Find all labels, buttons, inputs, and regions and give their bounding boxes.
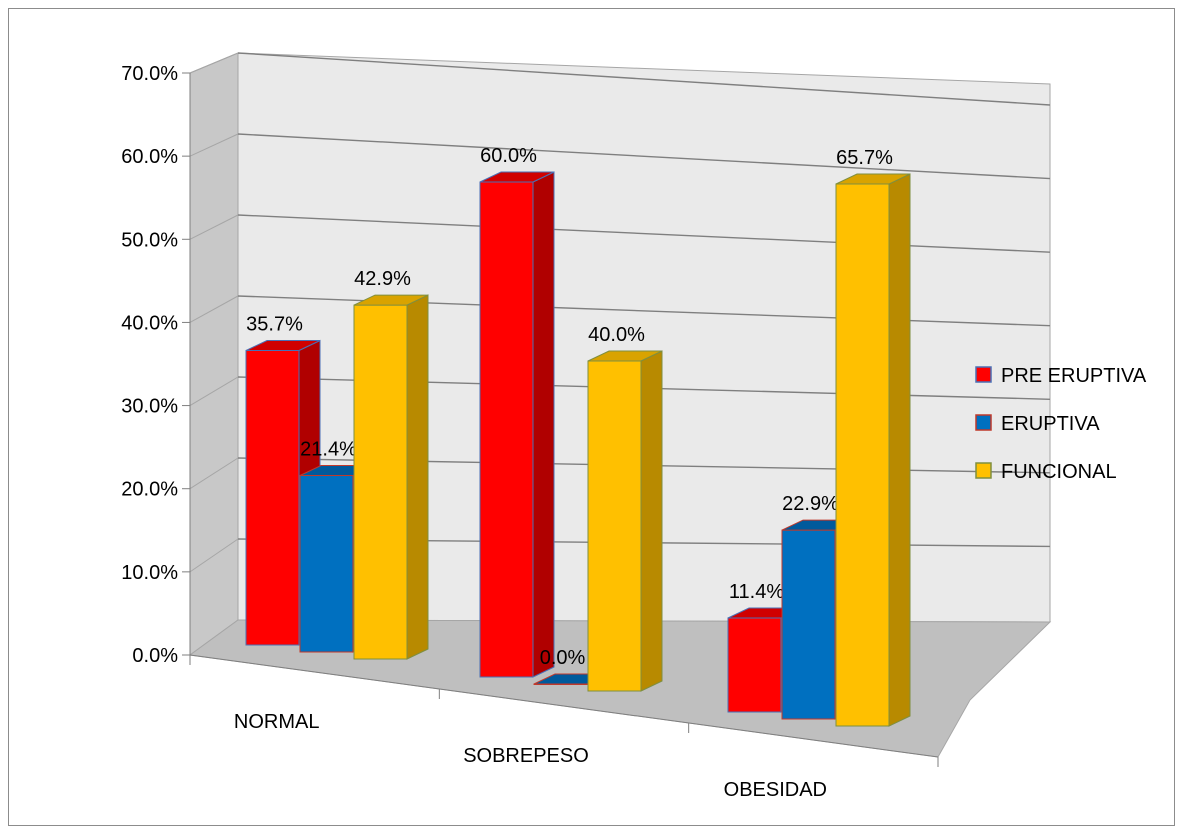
x-category-label: NORMAL bbox=[234, 711, 320, 733]
bar-front bbox=[587, 360, 642, 692]
data-label: 40.0% bbox=[588, 324, 645, 346]
bar-top bbox=[245, 340, 321, 351]
gridline-side bbox=[189, 133, 239, 157]
bar-funcional-sobrepeso bbox=[587, 350, 663, 692]
legend-swatch bbox=[975, 414, 992, 431]
data-label: 42.9% bbox=[354, 268, 411, 290]
data-label: 35.7% bbox=[246, 313, 303, 335]
y-tick-label: 10.0% bbox=[121, 562, 178, 584]
bar-front bbox=[299, 474, 354, 653]
bar-front bbox=[835, 183, 890, 727]
gridline-side bbox=[189, 214, 239, 240]
y-tick-label: 30.0% bbox=[121, 396, 178, 418]
bar-top bbox=[479, 171, 555, 183]
bar-side bbox=[640, 350, 663, 692]
y-tick-label: 0.0% bbox=[132, 645, 178, 667]
gridline-side bbox=[189, 295, 239, 323]
legend-label: PRE ERUPTIVA bbox=[1001, 365, 1147, 387]
data-label: 0.0% bbox=[540, 647, 586, 669]
bar-front bbox=[479, 181, 534, 678]
bar-front bbox=[245, 349, 300, 646]
legend: PRE ERUPTIVA ERUPTIVA FUNCIONAL bbox=[975, 365, 1147, 483]
data-label: 65.7% bbox=[836, 147, 893, 169]
gridline bbox=[237, 52, 1051, 106]
bar-top bbox=[587, 350, 663, 362]
gridline-side bbox=[189, 376, 239, 407]
y-tick-label: 20.0% bbox=[121, 479, 178, 501]
x-category-label: OBESIDAD bbox=[724, 779, 827, 801]
legend-label: ERUPTIVA bbox=[1001, 413, 1100, 435]
data-label: 60.0% bbox=[480, 145, 537, 167]
bar-funcional-normal bbox=[353, 294, 429, 660]
x-axis bbox=[189, 654, 939, 758]
data-label: 11.4% bbox=[729, 581, 784, 603]
gridline bbox=[237, 133, 1051, 180]
bar-top bbox=[353, 294, 429, 306]
data-label: 22.9% bbox=[782, 493, 839, 515]
bar-front bbox=[353, 304, 408, 660]
y-tick-label: 40.0% bbox=[121, 312, 178, 334]
bar-front bbox=[727, 617, 782, 713]
bar-side bbox=[532, 171, 555, 678]
bar-top bbox=[835, 173, 911, 185]
gridline-side bbox=[189, 538, 239, 573]
legend-swatch bbox=[975, 462, 992, 479]
y-tick-label: 50.0% bbox=[121, 229, 178, 251]
legend-label: FUNCIONAL bbox=[1001, 461, 1117, 483]
gridline-side bbox=[189, 52, 239, 74]
gridline-side bbox=[189, 457, 239, 490]
bar-side bbox=[888, 173, 911, 727]
bar-pre-eruptiva-sobrepeso bbox=[479, 171, 555, 678]
side-wall bbox=[189, 52, 239, 656]
bar-funcional-obesidad bbox=[835, 173, 911, 727]
y-tick-label: 60.0% bbox=[121, 146, 178, 168]
y-tick-label: 70.0% bbox=[121, 63, 178, 85]
data-label: 21.4% bbox=[300, 438, 357, 460]
bar-front bbox=[781, 529, 836, 720]
legend-swatch bbox=[975, 366, 992, 383]
gridline bbox=[237, 214, 1051, 253]
x-category-label: SOBREPESO bbox=[463, 745, 589, 767]
bar-side bbox=[406, 294, 429, 660]
